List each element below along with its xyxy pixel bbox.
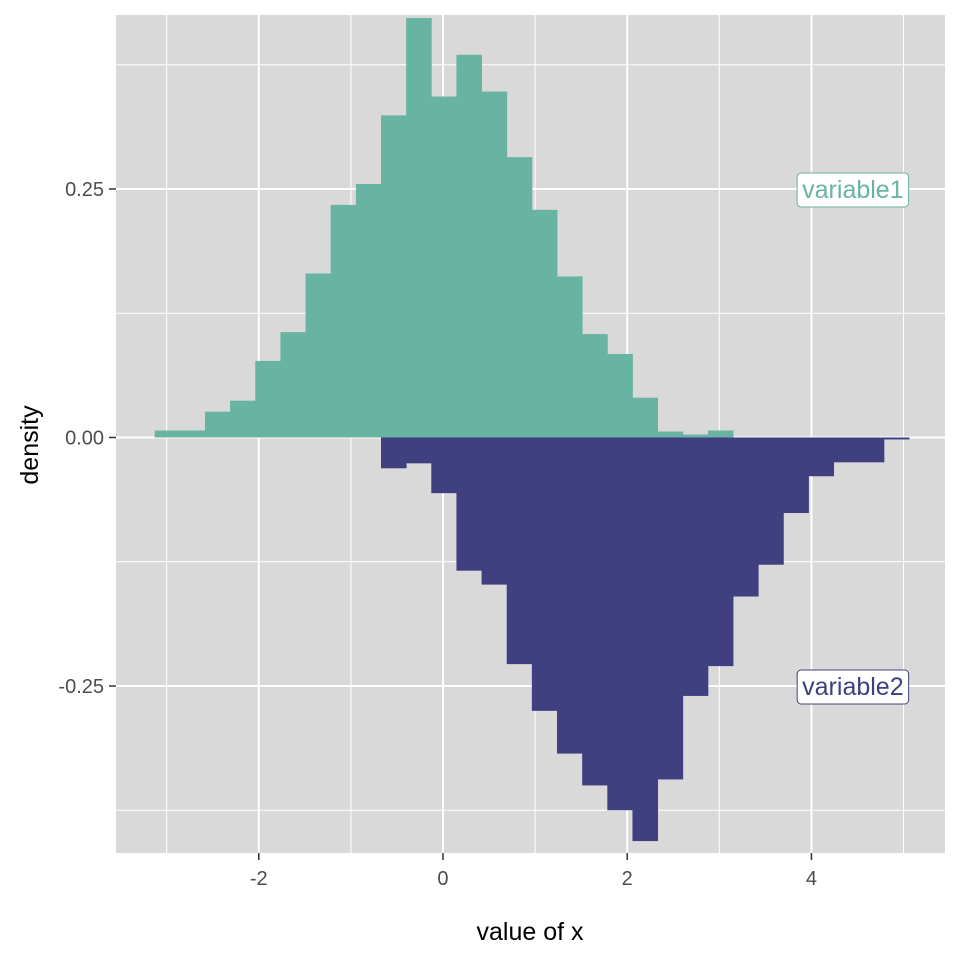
bar-variable2-0 — [381, 437, 407, 469]
bar-variable1-0 — [154, 430, 181, 438]
x-tick-label: 4 — [806, 868, 817, 890]
bar-variable1-3 — [230, 400, 256, 438]
bar-variable2-18 — [833, 437, 860, 463]
histogram-bars — [154, 17, 910, 842]
x-tick-label: 2 — [622, 868, 633, 890]
bar-variable2-6 — [531, 437, 558, 711]
bar-variable2-3 — [456, 437, 482, 571]
bar-variable1-19 — [632, 397, 659, 438]
y-tick-label: 0.25 — [65, 179, 104, 201]
x-tick-label: 0 — [437, 868, 448, 890]
bar-variable2-17 — [808, 437, 835, 477]
bar-variable1-17 — [582, 334, 608, 438]
x-tick-label: -2 — [250, 868, 268, 890]
bar-variable2-15 — [758, 437, 784, 565]
bar-variable1-20 — [657, 431, 684, 438]
series-label-variable1: variable1 — [796, 172, 910, 208]
y-tick-label: -0.25 — [58, 676, 104, 698]
bar-variable2-7 — [557, 437, 583, 754]
bar-variable1-6 — [305, 273, 332, 438]
bar-variable1-10 — [406, 17, 432, 438]
bar-variable1-14 — [506, 157, 533, 438]
bar-variable1-11 — [431, 96, 457, 438]
bar-variable1-12 — [456, 54, 482, 438]
bar-variable2-1 — [406, 437, 432, 464]
bar-variable1-18 — [607, 353, 633, 438]
bar-variable1-7 — [330, 204, 357, 438]
bar-variable2-19 — [858, 437, 885, 463]
bar-variable1-1 — [179, 430, 206, 438]
bar-variable2-10 — [632, 437, 659, 842]
series-label-box — [796, 669, 910, 705]
bar-variable2-12 — [682, 437, 709, 696]
bar-variable2-5 — [506, 437, 533, 665]
bar-variable1-8 — [355, 183, 382, 438]
bar-variable1-2 — [204, 411, 231, 438]
bar-variable2-16 — [783, 437, 809, 514]
x-axis-title: value of x — [476, 918, 584, 946]
bar-variable1-21 — [682, 434, 709, 438]
y-tick-label: 0.00 — [65, 427, 104, 449]
bar-variable2-14 — [733, 437, 759, 597]
bar-variable1-9 — [381, 115, 407, 438]
series-label-box — [796, 172, 910, 208]
bar-variable1-13 — [481, 91, 508, 438]
series-label-text: variable2 — [802, 673, 903, 701]
bar-variable2-11 — [657, 437, 684, 780]
series-label-variable2: variable2 — [796, 669, 910, 705]
series-labels: variable1 variable2 — [796, 172, 910, 705]
bar-variable1-22 — [707, 430, 734, 438]
series-label-text: variable1 — [802, 176, 903, 204]
bar-variable2-9 — [607, 437, 633, 811]
bar-variable2-4 — [481, 437, 508, 585]
bar-variable1-16 — [557, 276, 583, 438]
bar-variable2-13 — [707, 437, 734, 667]
y-axis-title: density — [16, 405, 44, 485]
bar-variable2-8 — [582, 437, 608, 786]
bar-variable2-2 — [431, 437, 457, 494]
axes: -2 0 2 4 0.25 0.00 -0.25 — [58, 179, 817, 890]
bar-variable2-20 — [883, 437, 910, 440]
bar-variable1-15 — [531, 209, 558, 438]
bar-variable1-5 — [280, 332, 306, 438]
bar-variable1-4 — [255, 360, 281, 438]
